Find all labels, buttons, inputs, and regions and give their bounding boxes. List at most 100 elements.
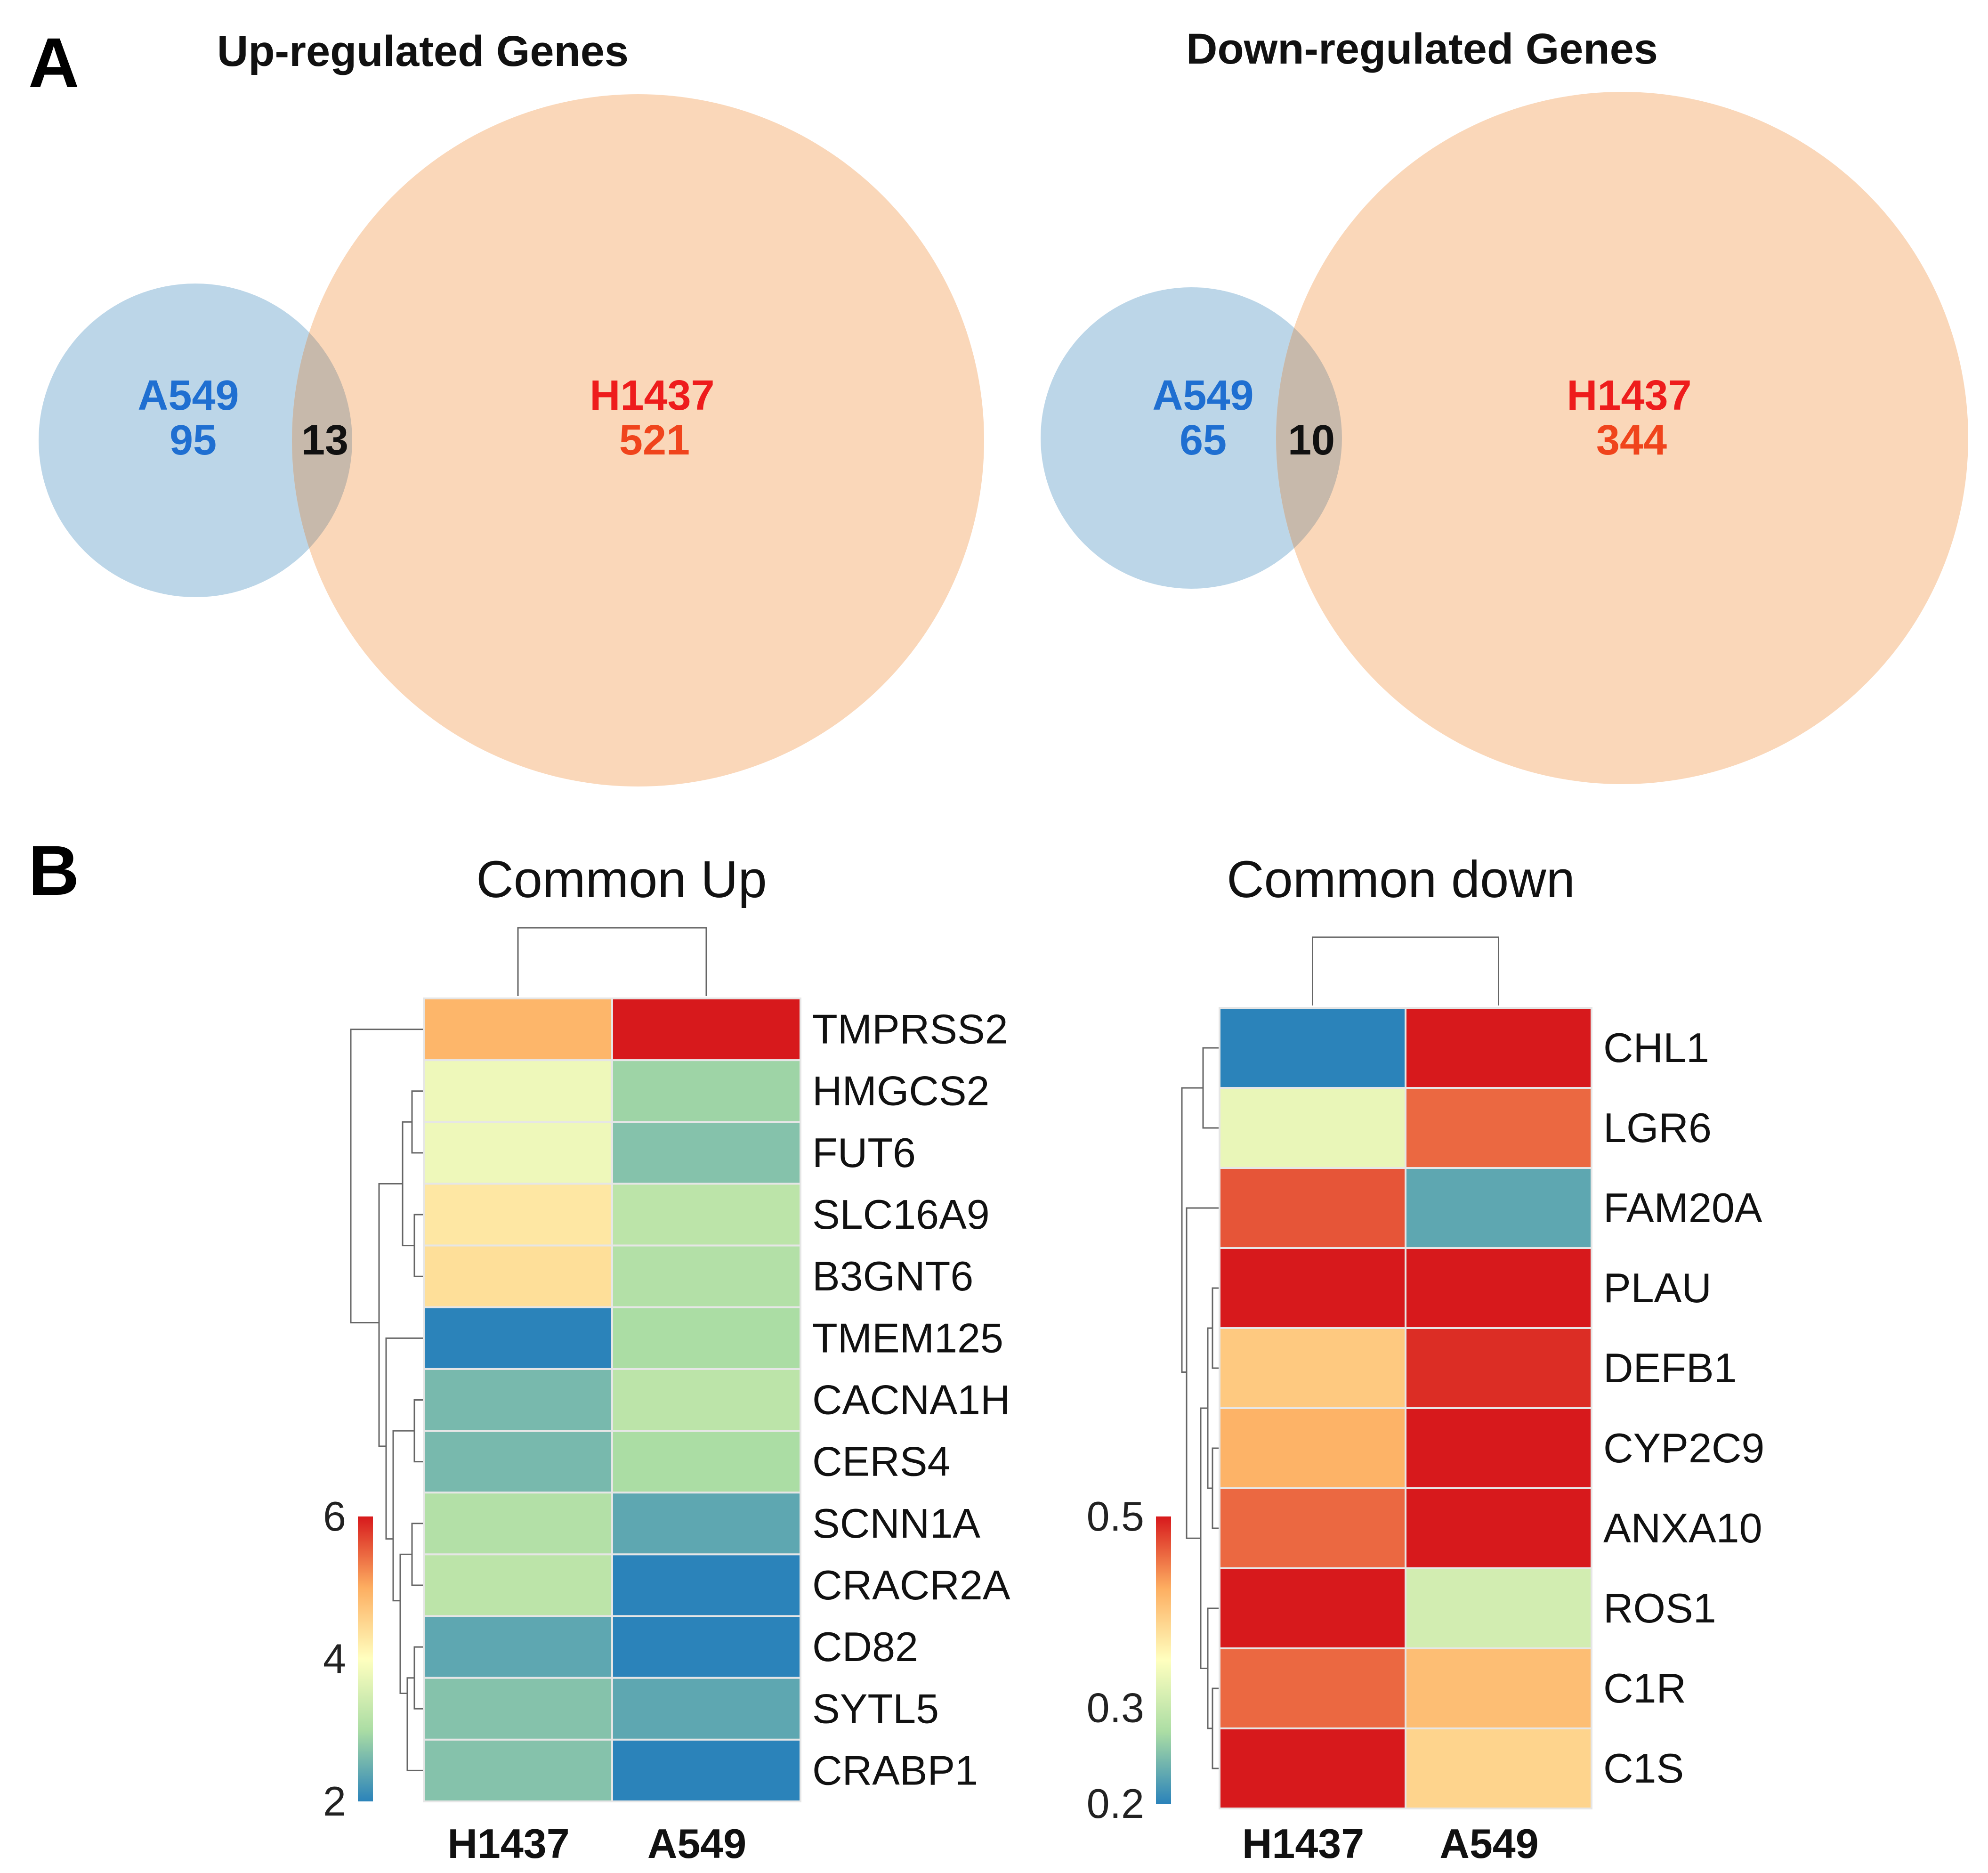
gene-label: CRACR2A <box>812 1562 1010 1608</box>
heatmap-cell <box>611 1121 801 1185</box>
heatmap-cell <box>611 1677 801 1741</box>
row-dendrogram-branch <box>1212 1287 1219 1369</box>
heatmap-cell <box>423 1553 613 1617</box>
heatmap-cell <box>1219 1087 1406 1169</box>
heatmap-up-row-labels: TMPRSS2 HMGCS2 FUT6 SLC16A9 B3GNT6 TMEM125 CAC… <box>812 1006 1010 1794</box>
heatmap-cell <box>1219 1327 1406 1409</box>
heatmap-down-row-labels: CHL1 LGR6 FAM20A PLAU DEFB1 CYP2C9 ANXA10 ROS1 C… <box>1603 1024 1764 1792</box>
gene-label: CRABP1 <box>812 1747 978 1793</box>
row-dendrogram-branch <box>406 1677 423 1771</box>
venn-up-a549-circle <box>39 284 352 597</box>
heatmap-cell <box>611 1183 801 1247</box>
row-dendrogram-branch <box>385 1337 423 1540</box>
row-dendrogram-branch <box>350 1029 423 1324</box>
heatmap-up-title: Common Up <box>476 851 767 908</box>
heatmap-up-column-labels: H1437 A549 <box>447 1820 746 1867</box>
heatmap-cell <box>1405 1167 1592 1249</box>
heatmap-cell <box>423 1738 613 1803</box>
venn-down-h1437-count: 344 <box>1596 417 1667 464</box>
gene-label: SCNN1A <box>812 1500 980 1547</box>
heatmap-cell <box>423 1121 613 1185</box>
row-dendrogram-branch <box>411 1090 423 1154</box>
heatmap-down-cells <box>1219 1007 1592 1809</box>
heatmap-cell <box>423 1677 613 1741</box>
heatmap-down-dendrogram <box>1181 936 1499 1769</box>
heatmap-cell <box>611 1615 801 1679</box>
heatmap-up-dendrogram <box>350 927 707 1771</box>
row-dendrogram-branch <box>1186 1207 1219 1539</box>
heatmap-cell <box>611 1306 801 1370</box>
colorbar-gradient <box>358 1516 373 1801</box>
gene-label: CACNA1H <box>812 1377 1010 1423</box>
heatmap-cell <box>1219 1167 1406 1249</box>
heatmap-cell <box>1219 1007 1406 1089</box>
gene-label: C1R <box>1603 1665 1686 1711</box>
heatmap-cell <box>423 997 613 1062</box>
heatmap-cell <box>1405 1727 1592 1809</box>
row-dendrogram-branch <box>413 1646 423 1710</box>
colorbar-gradient <box>1156 1516 1171 1804</box>
venn-up-title: Up-regulated Genes <box>217 27 629 75</box>
heatmap-cell <box>611 1553 801 1617</box>
column-dendrogram-branch <box>1312 936 1499 1005</box>
gene-label: HMGCS2 <box>812 1068 990 1114</box>
gene-label: TMPRSS2 <box>812 1006 1008 1053</box>
heatmap-cell <box>1405 1007 1592 1089</box>
heatmap-cell <box>611 1430 801 1494</box>
venn-up-overlap-region <box>292 332 353 549</box>
heatmap-cell <box>1405 1407 1592 1489</box>
heatmap-cell <box>423 1368 613 1432</box>
gene-label: CD82 <box>812 1623 918 1670</box>
heatmap-cell <box>611 1368 801 1432</box>
column-label: H1437 <box>1242 1820 1364 1867</box>
heatmap-common-down: Common down CHL1 LGR6 FAM20A PLAU DEFB1 CYP2C… <box>1087 851 1765 1867</box>
venn-down-regulated: Down-regulated Genes A549 65 10 H1437 34… <box>1041 25 1968 784</box>
heatmap-cell <box>611 1059 801 1123</box>
venn-up-intersection-count: 13 <box>301 417 348 464</box>
heatmap-cell <box>1219 1407 1406 1489</box>
heatmap-cell <box>611 1492 801 1556</box>
heatmap-common-up: Common Up TMPRSS2 HMGCS2 FUT6 SLC16A9 B3GNT6… <box>323 851 1010 1867</box>
venn-down-title: Down-regulated Genes <box>1186 25 1658 73</box>
row-dendrogram-branch <box>1212 1447 1219 1529</box>
heatmap-cell <box>423 1244 613 1308</box>
heatmap-cell <box>1219 1487 1406 1569</box>
panel-label-b: B <box>28 831 79 910</box>
gene-label: TMEM125 <box>812 1314 1003 1361</box>
heatmap-cell <box>611 997 801 1062</box>
gene-label: CYP2C9 <box>1603 1425 1764 1471</box>
heatmap-cell <box>1405 1567 1592 1649</box>
gene-label: DEFB1 <box>1603 1345 1737 1391</box>
venn-up-h1437-count: 521 <box>619 417 690 464</box>
heatmap-cell <box>423 1059 613 1123</box>
heatmap-cell <box>611 1738 801 1803</box>
heatmap-cell <box>423 1615 613 1679</box>
venn-down-a549-circle <box>1041 287 1342 589</box>
heatmap-cell <box>423 1492 613 1556</box>
colorbar-tick-label: 2 <box>323 1778 346 1824</box>
venn-up-a549-name: A549 <box>137 372 239 419</box>
heatmap-cell <box>1219 1647 1406 1729</box>
heatmap-up-colorbar: 2 4 6 <box>323 1493 373 1824</box>
venn-down-h1437-name: H1437 <box>1567 372 1691 419</box>
gene-label: FUT6 <box>812 1129 916 1176</box>
heatmap-cell <box>611 1244 801 1308</box>
heatmap-cell <box>1219 1727 1406 1809</box>
column-dendrogram-branch <box>517 927 707 996</box>
heatmap-cell <box>1219 1247 1406 1329</box>
row-dendrogram-branch <box>1202 1047 1219 1129</box>
gene-label: ANXA10 <box>1603 1505 1762 1551</box>
gene-label: LGR6 <box>1603 1104 1712 1151</box>
row-dendrogram-branch <box>1181 1087 1203 1373</box>
heatmap-down-title: Common down <box>1227 851 1575 908</box>
row-dendrogram-branch <box>413 1214 423 1277</box>
heatmap-cell <box>423 1183 613 1247</box>
venn-up-a549-count: 95 <box>170 417 217 464</box>
heatmap-up-cells <box>423 997 801 1803</box>
heatmap-down-colorbar: 0.2 0.3 0.5 <box>1087 1493 1171 1827</box>
gene-label: SYTL5 <box>812 1685 939 1732</box>
venn-up-h1437-name: H1437 <box>590 372 714 419</box>
column-label: A549 <box>1439 1820 1538 1867</box>
row-dendrogram-branch <box>1212 1687 1219 1769</box>
